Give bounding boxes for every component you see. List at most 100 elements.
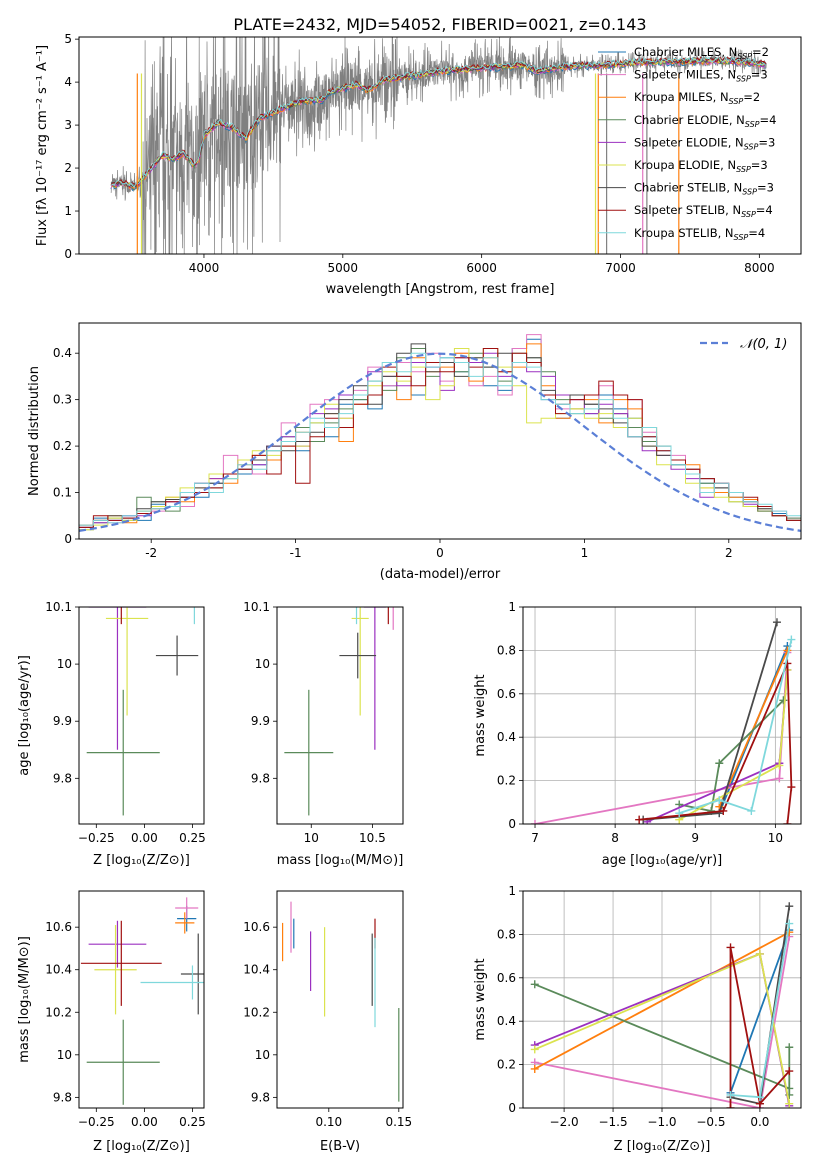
panel-age-vs-Z: −0.25 0.00 0.25 9.8 9.9 10 10.1 Z [log₁₀(Z/Z⊙)]… xyxy=(17,600,206,868)
legend-label-sub: SSP xyxy=(736,165,751,174)
gaussian-curve xyxy=(79,352,801,532)
x-tick-label: −2.0 xyxy=(550,1115,579,1129)
errorbar-point-8 xyxy=(140,965,204,1000)
x-tick-label: 10 xyxy=(304,831,319,845)
y-tick-label: 0.2 xyxy=(497,1058,516,1072)
y-axis-label: mass weight xyxy=(473,674,488,756)
x-tick-label: 0.10 xyxy=(315,1115,342,1129)
plot-area-mass-vs-Z xyxy=(80,897,204,1105)
x-tick-label: 0.0 xyxy=(750,1115,769,1129)
residual-legend: 𝒩(0, 1) xyxy=(700,337,787,352)
y-axis-label: age [log₁₀(age/yr)] xyxy=(17,655,32,776)
weight-marker xyxy=(785,1067,794,1076)
y-tick-label: 10.1 xyxy=(45,600,72,614)
y-axis-label: mass weight xyxy=(473,958,488,1040)
x-tick-label: 0 xyxy=(436,546,444,560)
weight-line-7 xyxy=(729,947,790,1108)
y-tick-label: 9.9 xyxy=(53,714,72,728)
x-tick-label: 10 xyxy=(768,831,783,845)
x-tick-label: 4000 xyxy=(189,261,220,275)
legend-label-sub: SSP xyxy=(736,75,751,84)
legend-label-suffix: =4 xyxy=(760,113,777,127)
weight-marker xyxy=(719,806,728,815)
axes-frame xyxy=(78,890,205,1109)
axes-frame xyxy=(522,890,802,1109)
legend-entry: Kroupa ELODIE, NSSP=3 xyxy=(598,158,768,174)
weight-marker xyxy=(531,820,540,824)
x-axis-label: wavelength [Angstrom, rest frame] xyxy=(326,282,555,297)
weight-marker xyxy=(726,943,735,952)
plot-area-age-vs-Z xyxy=(86,607,199,816)
y-tick-label: 10.1 xyxy=(243,600,270,614)
weight-marker xyxy=(785,902,794,911)
weight-marker xyxy=(530,1045,539,1054)
y-tick-label: 10.2 xyxy=(45,1005,72,1019)
weight-marker xyxy=(785,1043,794,1052)
panel-spectrum: 4000 5000 6000 7000 8000 0 1 2 3 4 5 wavelength [An… xyxy=(35,32,802,297)
x-tick-label: 6000 xyxy=(466,261,497,275)
y-tick-label: 9.8 xyxy=(251,1090,270,1104)
weight-marker xyxy=(772,618,781,627)
y-tick-label: 0.2 xyxy=(497,774,516,788)
x-tick-label: −1.0 xyxy=(647,1115,676,1129)
x-axis-label: age [log₁₀(age/yr)] xyxy=(602,853,723,868)
legend-label-main: Salpeter ELODIE, N xyxy=(634,135,744,149)
weight-marker xyxy=(779,696,788,705)
axes-frame xyxy=(522,606,802,825)
weight-marker xyxy=(755,1093,764,1102)
weight-line-2 xyxy=(534,931,790,1070)
errorbar-point-8 xyxy=(193,607,195,625)
legend-label-sub: SSP xyxy=(737,52,752,61)
errorbar-point-8 xyxy=(355,607,358,625)
x-tick-label: 9 xyxy=(691,831,699,845)
legend-label-main: Salpeter STELIB, N xyxy=(634,203,741,217)
legend-label-sub: SSP xyxy=(729,97,744,106)
x-axis-label: E(B-V) xyxy=(320,1139,360,1154)
x-tick-label: 8 xyxy=(611,831,619,845)
panel-mass-vs-EBV: 0.10 0.15 9.8 10 10.2 10.4 10.6 E(B-V) xyxy=(243,890,412,1154)
legend-label: Chabrier STELIB, NSSP=3 xyxy=(634,181,774,197)
weight-marker xyxy=(783,659,792,668)
errorbar-point-7 xyxy=(80,920,162,1006)
errorbar-point-6 xyxy=(180,933,204,1015)
figure-title: PLATE=2432, MJD=54052, FIBERID=0021, z=0… xyxy=(233,15,646,34)
legend-label-main: Kroupa STELIB, N xyxy=(634,226,734,240)
errorbar-point-1 xyxy=(392,607,394,630)
legend-label-main: Chabrier MILES, N xyxy=(634,45,737,59)
errorbar-point-6 xyxy=(339,632,377,679)
y-tick-label: 9.8 xyxy=(251,771,270,785)
legend-label: Chabrier ELODIE, NSSP=4 xyxy=(634,113,776,129)
plot-area-spectrum xyxy=(110,37,767,254)
y-tick-label: 10 xyxy=(255,657,270,671)
plot-area-weight-vs-Z xyxy=(530,902,794,1108)
legend-label: 𝒩(0, 1) xyxy=(740,337,787,352)
legend-entry: Chabrier MILES, NSSP=2 xyxy=(598,45,769,61)
axes-frame xyxy=(78,322,802,540)
panel-mass-vs-Z: −0.25 0.00 0.25 9.8 10 10.2 10.4 10.6 Z [log₁₀(Z… xyxy=(17,890,206,1154)
errorbar-point-6 xyxy=(155,635,199,676)
x-tick-label: -1 xyxy=(290,546,302,560)
x-tick-label: −0.25 xyxy=(78,831,115,845)
errorbar-point-5 xyxy=(351,607,369,716)
y-axis-label: mass [log₁₀(M/M⊙)] xyxy=(17,936,32,1063)
legend-label-sub: SSP xyxy=(745,120,760,129)
legend-label-main: Salpeter MILES, N xyxy=(634,68,736,82)
x-tick-label: 2 xyxy=(725,546,733,560)
weight-marker xyxy=(635,815,644,824)
y-tick-label: 9.8 xyxy=(53,771,72,785)
errorbar-point-7 xyxy=(120,607,122,625)
errorbar-point-5 xyxy=(94,925,137,1015)
legend-label-main: Chabrier STELIB, N xyxy=(634,181,742,195)
x-tick-label: -2 xyxy=(145,546,157,560)
weight-line-0 xyxy=(729,929,791,1094)
y-tick-label: 5 xyxy=(64,32,72,46)
weight-marker xyxy=(785,919,794,928)
weight-marker xyxy=(530,1064,539,1073)
y-tick-label: 0 xyxy=(508,1101,516,1115)
weight-marker xyxy=(775,761,784,770)
legend-entry: Salpeter STELIB, NSSP=4 xyxy=(598,203,773,219)
y-tick-label: 0.6 xyxy=(497,687,516,701)
x-axis-label: Z [log₁₀(Z/Z⊙)] xyxy=(93,1139,190,1154)
y-tick-label: 1 xyxy=(64,204,72,218)
legend-entry: Kroupa STELIB, NSSP=4 xyxy=(598,226,765,242)
